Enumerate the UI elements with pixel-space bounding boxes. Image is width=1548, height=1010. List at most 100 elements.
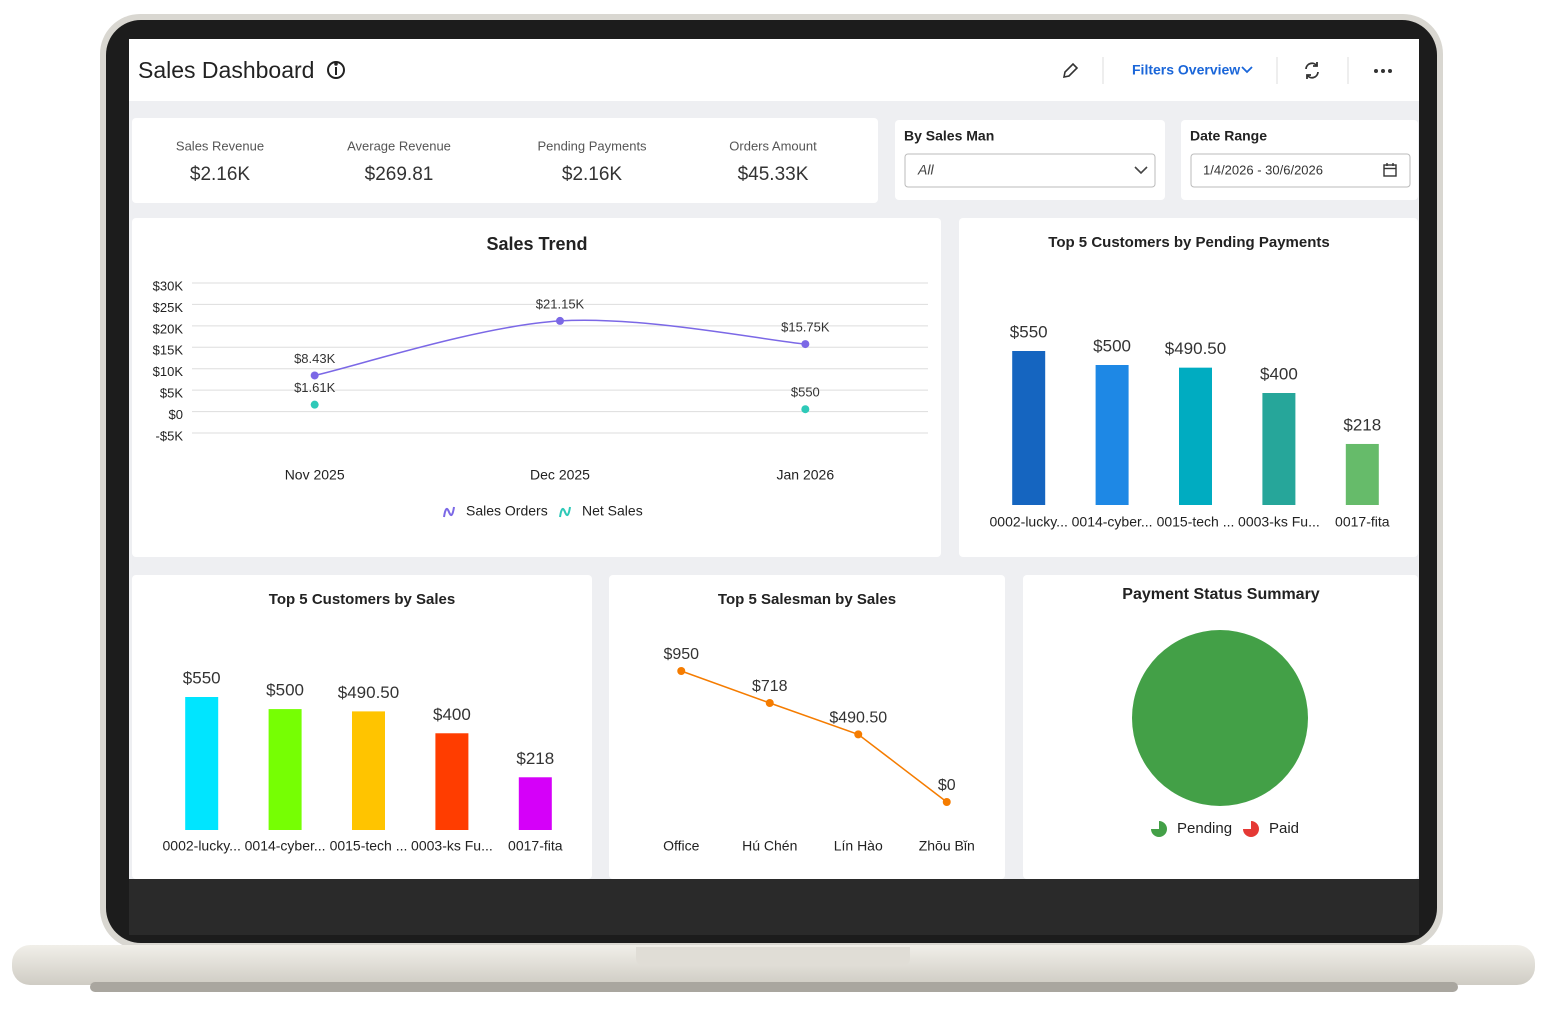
chart-title: Payment Status Summary [1122,586,1320,603]
value-label: $500 [266,681,304,700]
base-foot [90,982,1458,992]
value-label: $218 [516,749,554,768]
point [310,400,319,409]
value-label: $1.61K [294,380,336,395]
notch [636,947,910,966]
x-tick-label: 0015-tech ... [1157,514,1235,530]
bar [268,709,302,830]
value-label: $490.50 [829,710,887,727]
x-tick-label: 0003-ks Fu... [411,838,493,854]
bar [1095,365,1129,505]
value-label: $550 [1010,322,1048,341]
x-tick-label: 0014-cyber... [1072,514,1153,530]
dashboard-title: Sales Dashboard [138,57,314,83]
bar [1012,351,1046,505]
legend-icon [559,506,571,518]
kpi-panel [132,118,878,203]
x-tick-label: Office [663,838,700,854]
bar [518,777,552,830]
filter-label: By Sales Man [904,128,994,144]
bar [1262,393,1296,505]
value-label: $0 [938,777,956,794]
chart-panel [132,218,941,557]
legend-label: Pending [1177,820,1232,837]
bar [435,733,469,830]
x-tick-label: 0014-cyber... [245,838,326,854]
chart-title: Top 5 Customers by Sales [269,591,455,608]
y-tick-label: $30K [153,278,184,293]
date-input[interactable] [1190,153,1411,188]
bar [1179,367,1212,505]
kpi-label: Sales Revenue [176,138,264,153]
value-label: $400 [433,705,471,724]
value-label: $550 [183,668,221,687]
kpi-value: $2.16K [562,164,623,185]
x-tick-label: Zhōu Bǐn [919,838,975,854]
kpi-value: $269.81 [365,164,434,185]
info-icon[interactable] [327,61,345,79]
dropdown[interactable] [904,153,1156,188]
point [765,698,774,707]
legend-icon [1151,821,1167,837]
kpi-value: $45.33K [738,164,809,185]
x-tick-label: 0002-lucky... [990,514,1068,530]
chart-title: Top 5 Customers by Pending Payments [1048,234,1329,251]
bar [352,711,385,830]
point [801,340,810,349]
legend-label: Paid [1269,820,1299,837]
legend-label: Sales Orders [466,503,548,519]
x-tick-label: Lín Hào [834,838,883,854]
chart-title: Sales Trend [486,234,587,254]
y-tick-label: $5K [160,386,183,401]
x-tick-label: Jan 2026 [777,467,835,483]
filters-overview[interactable]: Filters Overview [1132,62,1240,78]
kpi-label: Pending Payments [537,138,647,153]
kpi-label: Orders Amount [729,138,817,153]
kpi-value: $2.16K [190,164,251,185]
x-tick-label: 0017-fita [508,838,563,854]
point [677,667,686,675]
value-label: $8.43K [294,351,336,366]
value-label: $15.75K [781,320,830,335]
filter-value: All [917,162,934,178]
refresh-icon[interactable] [1305,62,1319,79]
point [310,371,319,380]
edit-icon[interactable] [1062,62,1079,79]
y-tick-label: -$5K [156,428,184,443]
x-tick-label: 0015-tech ... [330,838,408,854]
chevron [1241,66,1253,74]
y-tick-label: $15K [153,343,184,358]
more-icon[interactable] [1374,69,1392,73]
y-tick-label: $0 [169,407,183,422]
bar [185,697,219,830]
calendar-icon [1383,163,1397,177]
value-label: $500 [1093,336,1131,355]
point [854,730,863,739]
legend-label: Net Sales [582,503,643,519]
value-label: $218 [1343,415,1381,434]
value-label: $718 [752,678,788,695]
x-tick-label: Dec 2025 [530,467,590,483]
x-tick-label: Hú Chén [742,838,797,854]
value-label: $490.50 [338,683,399,702]
y-tick-label: $10K [153,364,184,379]
y-tick-label: $20K [153,321,184,336]
point [801,405,810,414]
chevron [1134,166,1148,175]
legend-icon [1243,821,1259,837]
line [680,670,948,803]
chart-panel [609,575,1005,879]
x-tick-label: Nov 2025 [285,467,345,483]
point [556,316,564,325]
value-label: $550 [791,385,820,400]
value-label: $400 [1260,364,1298,383]
legend-icon [443,506,455,518]
value-label: $21.15K [536,296,585,311]
pie-slice [1132,630,1308,806]
point [942,798,951,806]
kpi-label: Average Revenue [347,138,451,153]
x-tick-label: 0003-ks Fu... [1238,514,1320,530]
filter-label: Date Range [1190,128,1267,144]
chart-title: Top 5 Salesman by Sales [718,591,896,608]
